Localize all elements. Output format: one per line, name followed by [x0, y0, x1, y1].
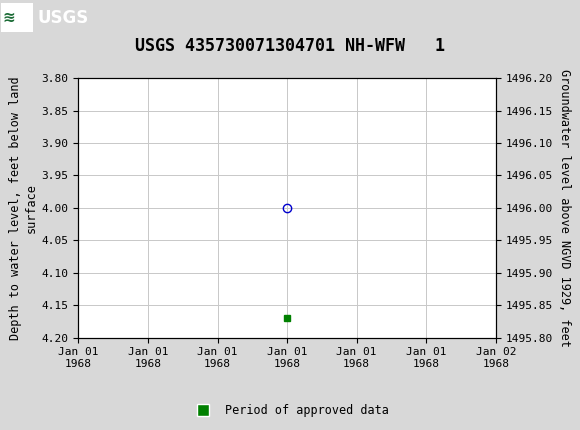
Bar: [1, 3, 33, 32]
Legend: Period of approved data: Period of approved data: [187, 399, 393, 422]
Text: ≋: ≋: [2, 10, 15, 25]
Text: USGS 435730071304701 NH-WFW   1: USGS 435730071304701 NH-WFW 1: [135, 37, 445, 55]
Text: USGS: USGS: [38, 9, 89, 27]
Y-axis label: Depth to water level, feet below land
surface: Depth to water level, feet below land su…: [9, 76, 38, 340]
Y-axis label: Groundwater level above NGVD 1929, feet: Groundwater level above NGVD 1929, feet: [559, 69, 571, 347]
